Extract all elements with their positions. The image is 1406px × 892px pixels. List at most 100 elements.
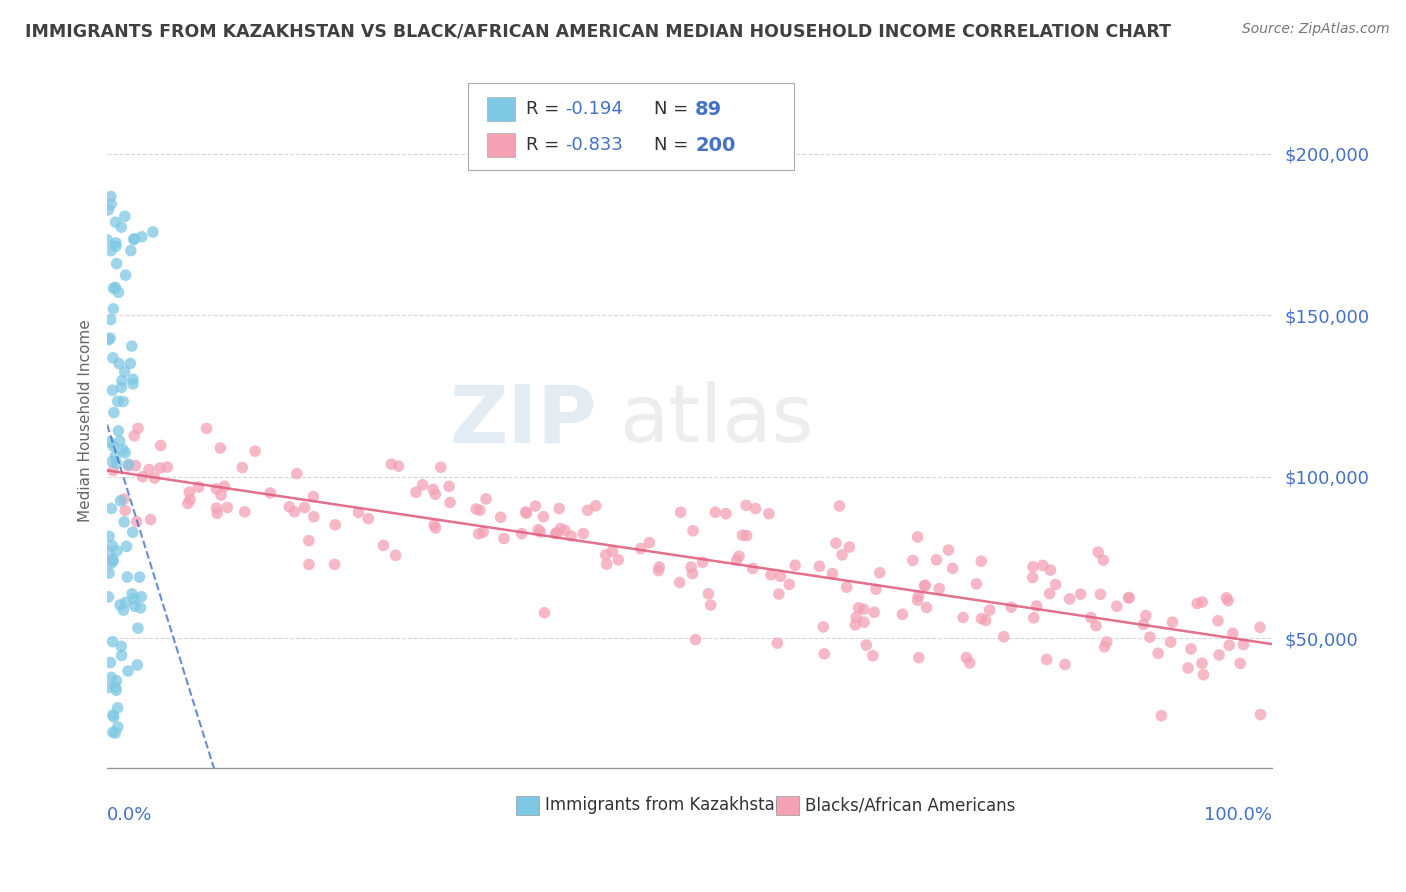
Point: [114, 209, 136, 223]
Point: [114, 595, 136, 609]
Point: [475, 491, 498, 506]
Point: [105, 456, 128, 470]
Point: [187, 480, 209, 494]
Point: [120, 244, 142, 258]
Point: [112, 603, 135, 617]
Point: [179, 492, 201, 507]
Point: [1206, 614, 1229, 628]
Text: 200: 200: [695, 136, 735, 154]
Point: [527, 523, 550, 537]
Point: [373, 538, 395, 552]
Point: [1135, 608, 1157, 623]
Point: [1222, 626, 1244, 640]
Point: [1045, 577, 1067, 591]
Point: [813, 647, 835, 661]
Point: [942, 561, 965, 575]
Point: [1118, 591, 1140, 605]
Point: [384, 549, 406, 563]
Point: [697, 587, 720, 601]
Point: [1080, 610, 1102, 624]
Point: [731, 528, 754, 542]
Point: [108, 357, 131, 371]
Text: Source: ZipAtlas.com: Source: ZipAtlas.com: [1241, 22, 1389, 37]
Point: [544, 526, 567, 541]
Point: [298, 558, 321, 572]
Point: [131, 469, 153, 483]
Point: [1092, 553, 1115, 567]
Point: [907, 650, 929, 665]
Point: [98, 529, 121, 543]
Point: [1187, 597, 1209, 611]
Point: [1094, 640, 1116, 654]
Point: [302, 490, 325, 504]
Point: [928, 582, 950, 596]
Point: [515, 505, 537, 519]
Point: [101, 539, 124, 553]
Point: [1147, 646, 1170, 660]
Point: [735, 499, 758, 513]
Text: N =: N =: [654, 136, 695, 154]
Point: [100, 656, 122, 670]
Point: [205, 506, 228, 520]
Point: [516, 506, 538, 520]
Point: [728, 549, 751, 564]
Point: [607, 553, 630, 567]
Point: [112, 515, 135, 529]
Point: [98, 435, 121, 450]
Point: [825, 536, 848, 550]
Text: R =: R =: [526, 136, 565, 154]
Point: [1192, 667, 1215, 681]
Point: [103, 301, 125, 316]
Point: [1118, 591, 1140, 605]
Point: [1180, 641, 1202, 656]
Point: [853, 615, 876, 630]
Point: [108, 434, 131, 449]
Point: [114, 503, 136, 517]
Point: [114, 365, 136, 379]
Point: [550, 522, 572, 536]
Point: [979, 603, 1001, 617]
Point: [101, 351, 124, 365]
Point: [768, 587, 790, 601]
Point: [122, 591, 145, 606]
Point: [585, 499, 607, 513]
Point: [1022, 559, 1045, 574]
Text: -0.833: -0.833: [565, 136, 623, 154]
Text: atlas: atlas: [620, 382, 814, 459]
Point: [970, 612, 993, 626]
Text: 0.0%: 0.0%: [107, 805, 152, 824]
Point: [105, 683, 128, 698]
Point: [97, 590, 120, 604]
Point: [468, 503, 491, 517]
Point: [142, 225, 165, 239]
Point: [97, 545, 120, 559]
Point: [869, 566, 891, 580]
Point: [1139, 630, 1161, 644]
Point: [195, 421, 218, 435]
FancyBboxPatch shape: [516, 797, 538, 815]
Point: [907, 530, 929, 544]
Point: [107, 424, 129, 438]
Point: [865, 582, 887, 597]
Point: [602, 544, 624, 558]
Point: [422, 483, 444, 497]
Point: [1000, 600, 1022, 615]
Text: ZIP: ZIP: [449, 382, 596, 459]
Point: [952, 610, 974, 624]
Point: [156, 460, 179, 475]
Point: [105, 544, 128, 558]
Point: [741, 561, 763, 575]
Point: [1085, 618, 1108, 632]
Point: [283, 505, 305, 519]
Point: [1070, 587, 1092, 601]
Point: [744, 501, 766, 516]
Point: [143, 471, 166, 485]
Point: [596, 557, 619, 571]
Point: [785, 558, 807, 573]
Point: [104, 449, 127, 463]
Point: [100, 501, 122, 516]
Point: [243, 444, 266, 458]
Point: [122, 376, 145, 391]
Point: [101, 708, 124, 723]
Point: [1039, 587, 1062, 601]
